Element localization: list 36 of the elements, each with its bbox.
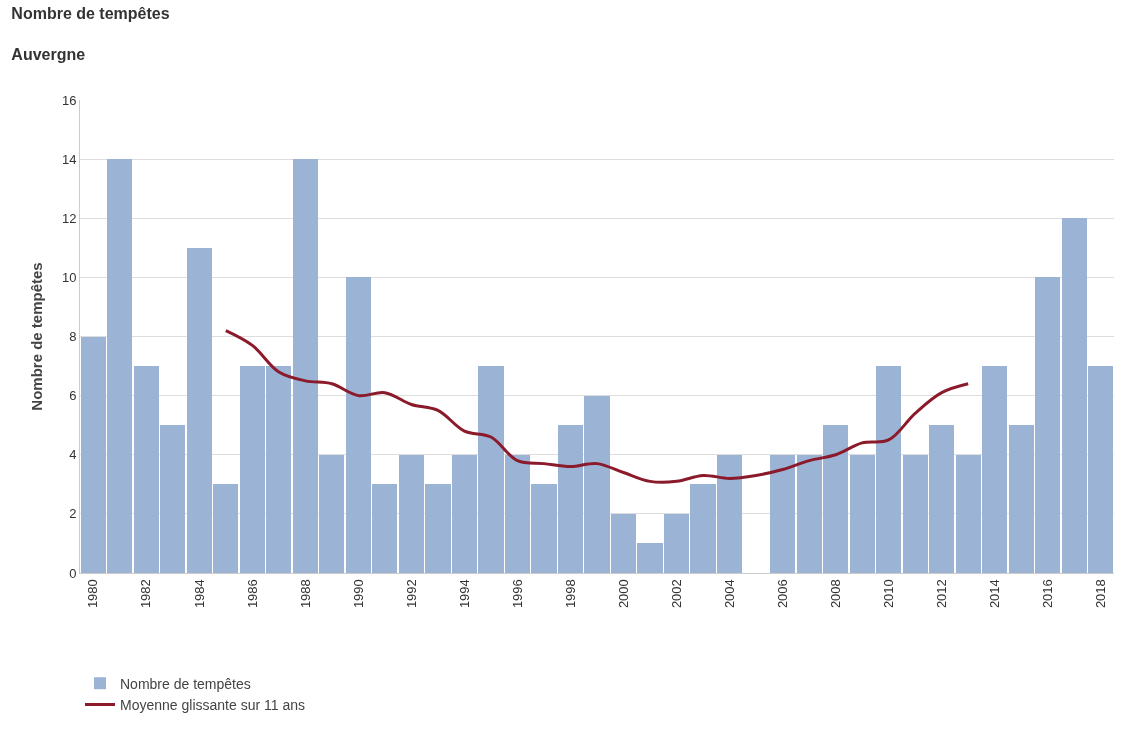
chart-subtitle: Auvergne (11, 46, 86, 64)
x-tick-label: 2016 (1039, 579, 1055, 609)
legend-label: Moyenne glissante sur 11 ans (120, 696, 305, 713)
legend-label: Nombre de tempêtes (120, 675, 251, 692)
chart-title: Nombre de tempêtes (11, 4, 170, 22)
x-tick-label: 2002 (668, 579, 684, 609)
y-axis-title: Nombre de tempêtes (28, 262, 46, 411)
x-tick-label: 1988 (297, 579, 313, 609)
x-tick-label: 2006 (774, 579, 790, 609)
x-tick-label: 1996 (509, 579, 525, 609)
y-tick-label: 4 (69, 447, 77, 463)
x-tick-label: 1980 (85, 579, 101, 609)
x-tick-label: 1994 (456, 579, 472, 609)
y-tick-label: 0 (69, 565, 77, 581)
x-tick-label: 2014 (986, 579, 1002, 609)
y-tick-label: 12 (61, 210, 77, 226)
y-tick-label: 16 (61, 92, 77, 108)
x-tick-label: 2008 (827, 579, 843, 609)
x-tick-label: 1992 (403, 579, 419, 609)
bar (770, 455, 795, 573)
x-tick-label: 1984 (191, 579, 207, 609)
x-tick-label: 1990 (350, 579, 366, 609)
line-series (224, 329, 970, 484)
x-tick-label: 2004 (721, 579, 737, 609)
x-tick-label: 1986 (244, 579, 260, 609)
y-tick-label: 2 (69, 506, 77, 522)
x-tick-label: 2018 (1092, 579, 1108, 609)
x-tick-label: 1982 (138, 579, 154, 609)
y-tick-label: 6 (69, 388, 77, 404)
y-tick-label: 10 (61, 269, 77, 285)
x-tick-label: 2000 (615, 579, 631, 609)
x-tick-label: 2012 (933, 579, 949, 609)
x-tick-label: 1998 (562, 579, 578, 609)
x-tick-label: 2010 (880, 579, 896, 609)
y-tick-label: 14 (61, 151, 77, 167)
y-tick-label: 8 (69, 329, 77, 345)
